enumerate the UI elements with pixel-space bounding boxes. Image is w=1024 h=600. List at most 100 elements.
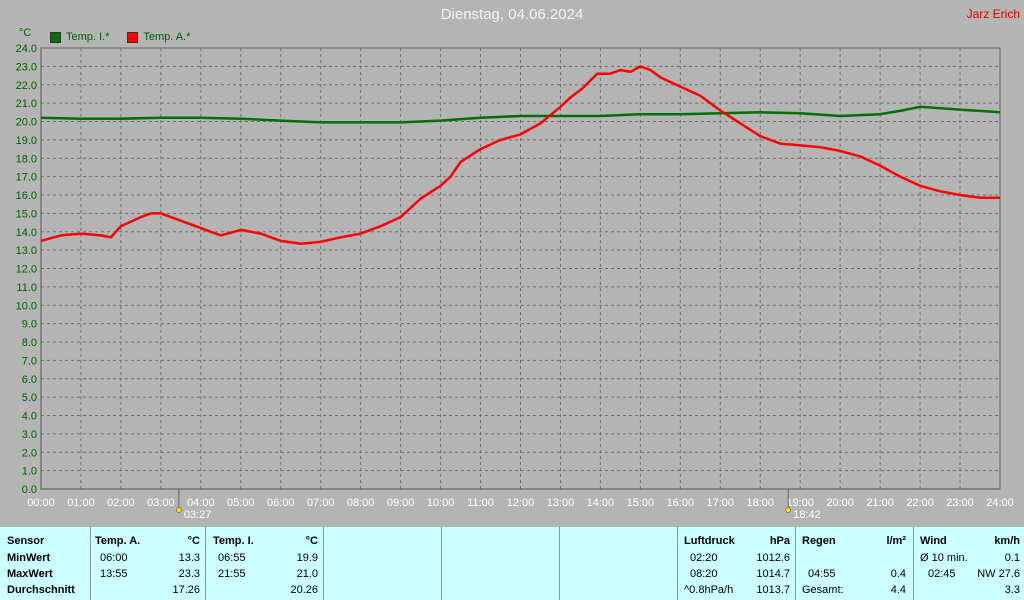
legend-swatch-temp-a <box>127 31 139 43</box>
row-label-min: MinWert <box>7 552 51 564</box>
legend-swatch-temp-i <box>50 31 61 43</box>
series-lines <box>40 65 1001 245</box>
rain-total-label: Gesamt: <box>802 584 844 596</box>
sunrise-label: 03:27 <box>184 509 212 521</box>
wind-max-time: 02:45 <box>928 568 956 580</box>
y-tick-label: 13.0 <box>16 245 37 257</box>
temp-a-max-value: 23.3 <box>178 568 200 580</box>
x-tick-label: 11:00 <box>467 497 494 509</box>
x-tick-label: 04:00 <box>187 497 215 509</box>
x-tick-label: 12:00 <box>507 497 535 509</box>
temp-i-min-time: 06:55 <box>218 552 246 564</box>
y-tick-label: 2.0 <box>22 447 37 459</box>
y-tick-label: 24.0 <box>16 43 37 55</box>
row-label-avg: Durchschnitt <box>7 584 75 596</box>
temp-i-average: 20.26 <box>290 584 318 596</box>
temperature-chart: 0.0 1.0 2.0 3.0 4.0 5.0 6.0 7.0 8.0 9.0 10.0 11.0 12… <box>16 43 1014 521</box>
x-tick-label: 16:00 <box>667 497 695 509</box>
x-tick-label: 09:00 <box>387 497 415 509</box>
y-tick-label: 11.0 <box>16 282 37 294</box>
temp-a-min-value: 13.3 <box>178 552 200 564</box>
x-tick-label: 05:00 <box>227 497 255 509</box>
sunset-icon <box>785 507 791 513</box>
y-tick-label: 20.0 <box>16 117 37 129</box>
author-label: Jarz Erich <box>966 7 1020 21</box>
temp-i-max-time: 21:55 <box>218 568 246 580</box>
legend: Temp. I.* Temp. A.* <box>50 31 190 43</box>
rain-total-value: 4.4 <box>890 584 906 596</box>
y-tick-label: 6.0 <box>22 374 37 386</box>
x-tick-label: 10:00 <box>427 497 455 509</box>
x-tick-label: 22:00 <box>906 497 934 509</box>
x-tick-label: 24:00 <box>986 497 1014 509</box>
x-tick-label: 19:00 <box>786 497 814 509</box>
pressure-header: Luftdruck <box>684 535 735 547</box>
grid <box>40 47 1001 490</box>
temp-i-max-value: 21.0 <box>296 568 318 580</box>
wind-avg-value: 0.1 <box>1004 552 1020 564</box>
y-tick-label: 0.0 <box>22 484 37 496</box>
sunrise-icon <box>176 507 182 513</box>
rain-header: Regen <box>802 535 836 547</box>
legend-item-temp-a: Temp. A.* <box>127 31 190 43</box>
y-tick-label: 18.0 <box>16 153 37 165</box>
y-tick-label: 10.0 <box>16 300 37 312</box>
y-tick-label: 15.0 <box>16 208 37 220</box>
temp-a-min-time: 06:00 <box>100 552 128 564</box>
x-tick-label: 14:00 <box>587 497 615 509</box>
x-tick-label: 07:00 <box>307 497 335 509</box>
y-axis-unit: °C <box>19 27 32 39</box>
legend-label-temp-i: Temp. I.* <box>66 31 110 43</box>
y-tick-label: 9.0 <box>22 319 37 331</box>
x-tick-label: 06:00 <box>267 497 295 509</box>
temp-a-header: Temp. A. <box>95 535 141 547</box>
temp-a-max-time: 13:55 <box>100 568 128 580</box>
temp-i-header: Temp. I. <box>213 535 254 547</box>
stats-table: Sensor MinWert MaxWert Durchschnitt Temp… <box>0 527 1024 600</box>
pressure-min-time: 02:20 <box>690 552 718 564</box>
y-tick-label: 17.0 <box>16 172 37 184</box>
y-tick-label: 1.0 <box>22 466 37 478</box>
temp-a-unit: °C <box>187 535 200 547</box>
x-tick-label: 13:00 <box>547 497 575 509</box>
y-tick-label: 8.0 <box>22 337 37 349</box>
x-tick-label: 08:00 <box>347 497 375 509</box>
x-tick-label: 15:00 <box>627 497 655 509</box>
series-line-temp-i <box>40 105 1001 124</box>
x-tick-label: 23:00 <box>946 497 974 509</box>
sun-markers: 03:27 18:42 <box>176 489 821 521</box>
chart-title: Dienstag, 04.06.2024 <box>440 6 584 23</box>
rain-max-time: 04:55 <box>808 568 836 580</box>
wind-header: Wind <box>920 535 947 547</box>
temp-a-average: 17.26 <box>172 584 200 596</box>
y-tick-label: 3.0 <box>22 429 37 441</box>
x-tick-label: 21:00 <box>866 497 894 509</box>
x-tick-label: 20:00 <box>826 497 854 509</box>
wind-mean-value: 3.3 <box>1004 584 1020 596</box>
legend-item-temp-i: Temp. I.* <box>50 31 109 43</box>
x-tick-label: 18:00 <box>746 497 774 509</box>
y-tick-label: 21.0 <box>16 98 37 110</box>
y-tick-label: 19.0 <box>16 135 37 147</box>
rain-max-value: 0.4 <box>890 568 906 580</box>
rain-unit: l/m² <box>886 535 906 547</box>
y-tick-label: 22.0 <box>16 80 37 92</box>
row-label-max: MaxWert <box>7 568 53 580</box>
wind-max-value: NW 27.6 <box>977 568 1020 580</box>
x-tick-label: 02:00 <box>107 497 135 509</box>
x-tick-label: 03:00 <box>147 497 175 509</box>
y-tick-label: 16.0 <box>16 190 37 202</box>
wind-unit: km/h <box>994 535 1020 547</box>
wind-avg-label: Ø 10 min. <box>920 552 968 564</box>
y-tick-label: 23.0 <box>16 61 37 73</box>
legend-label-temp-a: Temp. A.* <box>143 31 191 43</box>
pressure-trend: ^0.8hPa/h <box>684 584 734 596</box>
pressure-max-value: 1014.7 <box>756 568 790 580</box>
series-line-temp-a <box>40 65 1000 245</box>
x-tick-label: 00:00 <box>27 497 55 509</box>
axes: 0.0 1.0 2.0 3.0 4.0 5.0 6.0 7.0 8.0 9.0 10.0 11.0 12… <box>16 43 1014 509</box>
pressure-max-time: 08:20 <box>690 568 718 580</box>
pressure-unit: hPa <box>769 535 790 547</box>
x-tick-label: 01:00 <box>67 497 95 509</box>
pressure-average: 1013.7 <box>756 584 790 596</box>
